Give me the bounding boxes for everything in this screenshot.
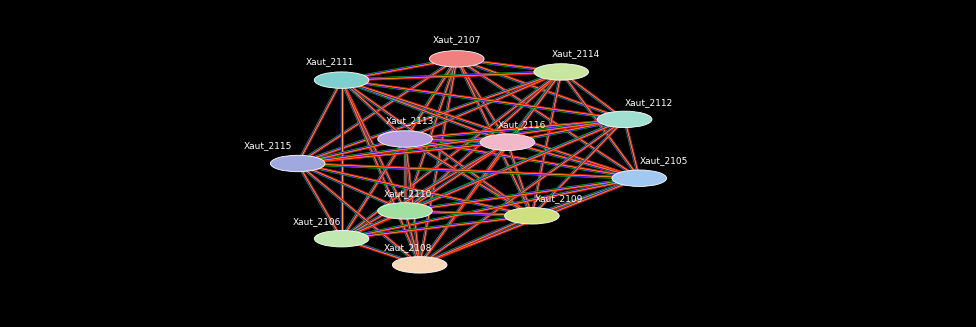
Ellipse shape [612, 170, 667, 186]
Ellipse shape [505, 208, 559, 224]
Text: Xaut_2109: Xaut_2109 [535, 194, 584, 203]
Ellipse shape [314, 231, 369, 247]
Ellipse shape [534, 64, 589, 80]
Text: Xaut_2105: Xaut_2105 [639, 156, 688, 165]
Text: Xaut_2107: Xaut_2107 [432, 35, 481, 44]
Text: Xaut_2112: Xaut_2112 [625, 98, 673, 108]
Ellipse shape [314, 72, 369, 88]
Ellipse shape [480, 134, 535, 150]
Ellipse shape [378, 203, 432, 219]
Ellipse shape [378, 131, 432, 147]
Text: Xaut_2110: Xaut_2110 [384, 189, 432, 198]
Ellipse shape [597, 111, 652, 128]
Text: Xaut_2115: Xaut_2115 [243, 141, 292, 150]
Ellipse shape [429, 51, 484, 67]
Text: Xaut_2113: Xaut_2113 [386, 116, 434, 126]
Text: Xaut_2116: Xaut_2116 [498, 120, 547, 129]
Text: Xaut_2108: Xaut_2108 [384, 243, 432, 252]
Ellipse shape [270, 155, 325, 172]
Text: Xaut_2106: Xaut_2106 [293, 217, 342, 226]
Text: Xaut_2114: Xaut_2114 [551, 49, 600, 59]
Ellipse shape [392, 257, 447, 273]
Text: Xaut_2111: Xaut_2111 [305, 57, 354, 66]
